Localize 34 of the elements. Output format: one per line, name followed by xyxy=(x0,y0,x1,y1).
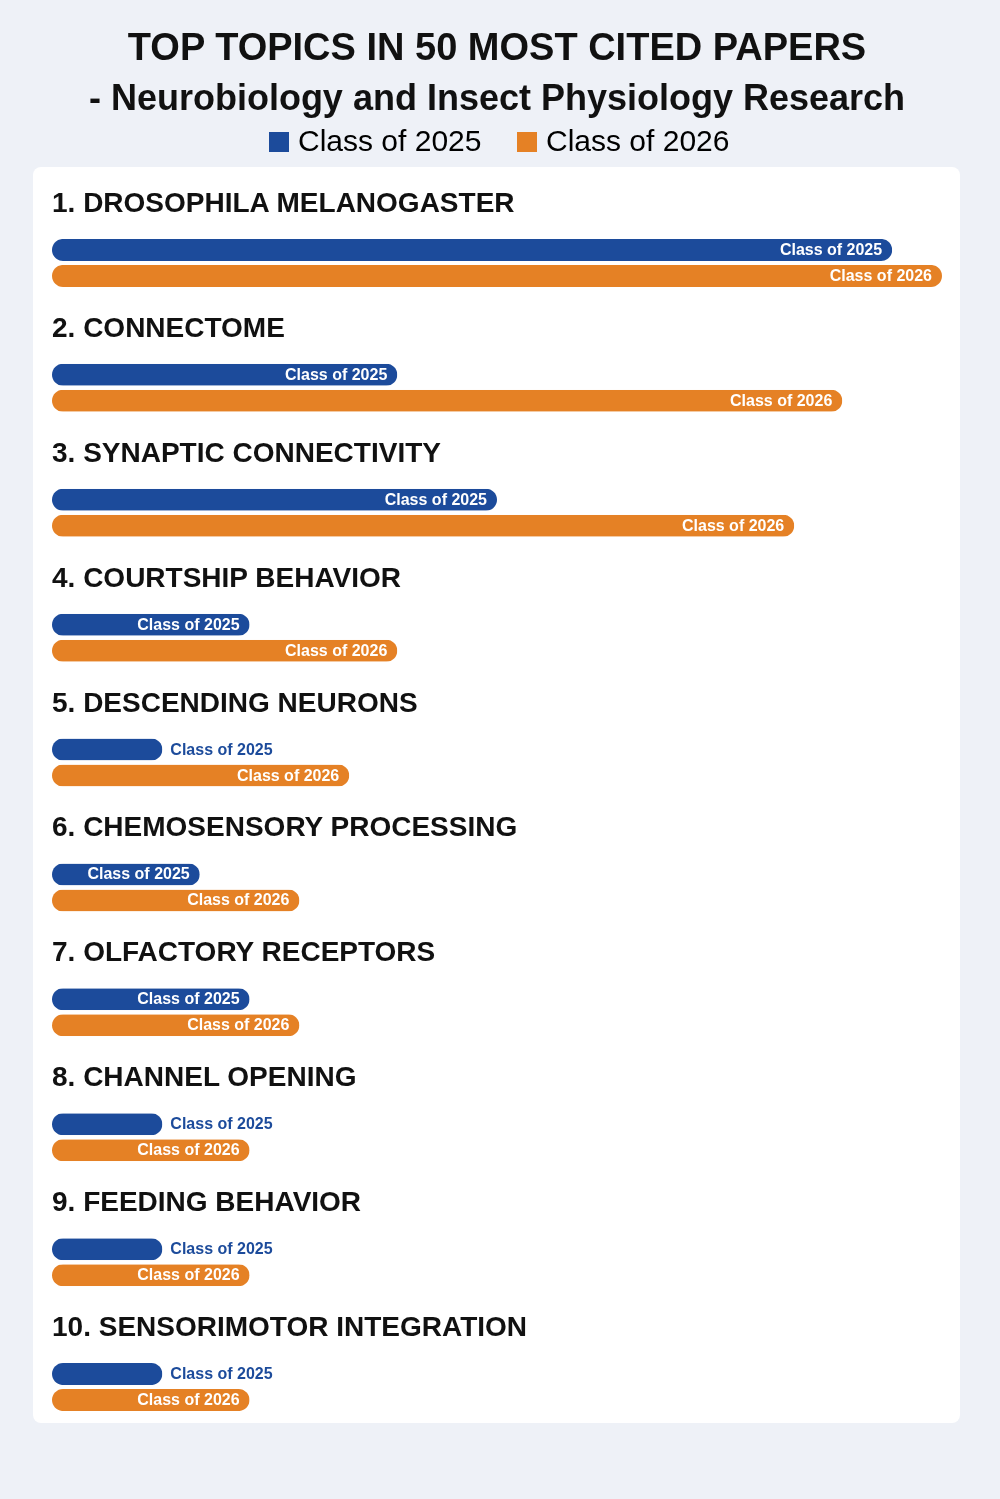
legend-label: Class of 2026 xyxy=(546,124,730,157)
text: Class of 2025 xyxy=(170,740,273,758)
text: Class of 2025 xyxy=(137,615,240,633)
text: Class of 2025 xyxy=(170,1365,273,1383)
text: Class of 2025 xyxy=(779,240,883,258)
text: Class of 2026 xyxy=(137,1391,240,1409)
chart-subtitle: - Neurobiology and Insect Physiology Research xyxy=(88,77,906,118)
text: Class of 2025 xyxy=(384,490,487,508)
y-tick-label: 2. CONNECTOME xyxy=(52,311,285,343)
text: Class of 2026 xyxy=(730,391,833,409)
text: Class of 2026 xyxy=(236,766,340,784)
y-tick-label: 9. FEEDING BEHAVIOR xyxy=(52,1186,362,1218)
text: Class of 2026 xyxy=(137,1141,240,1159)
text: Class of 2026 xyxy=(187,891,290,909)
text: Class of 2026 xyxy=(681,516,785,534)
text: Class of 2025 xyxy=(170,1115,273,1133)
y-tick-label: 4. COURTSHIP BEHAVIOR xyxy=(52,561,402,593)
text: Class of 2025 xyxy=(285,365,388,383)
text: Class of 2026 xyxy=(829,266,932,284)
text: Class of 2025 xyxy=(137,990,240,1008)
y-tick-label: 10. SENSORIMOTOR INTEGRATION xyxy=(52,1311,528,1343)
text: Class of 2025 xyxy=(87,865,190,883)
y-tick-label: 7. OLFACTORY RECEPTORS xyxy=(52,936,436,968)
y-tick-label: 1. DROSOPHILA MELANOGASTER xyxy=(52,186,515,218)
y-tick-label: 5. DESCENDING NEURONS xyxy=(52,686,418,718)
y-tick-label: 8. CHANNEL OPENING xyxy=(52,1061,357,1093)
y-tick-label: 6. CHEMOSENSORY PROCESSING xyxy=(52,811,518,843)
text: Class of 2025 xyxy=(170,1240,273,1258)
y-tick-label: 3. SYNAPTIC CONNECTIVITY xyxy=(52,436,442,468)
text: Class of 2026 xyxy=(187,1016,290,1034)
text: Class of 2026 xyxy=(137,1266,240,1284)
text: Class of 2026 xyxy=(285,641,388,659)
chart-title: TOP TOPICS IN 50 MOST CITED PAPERS xyxy=(127,26,867,68)
legend-label: Class of 2025 xyxy=(298,124,482,157)
